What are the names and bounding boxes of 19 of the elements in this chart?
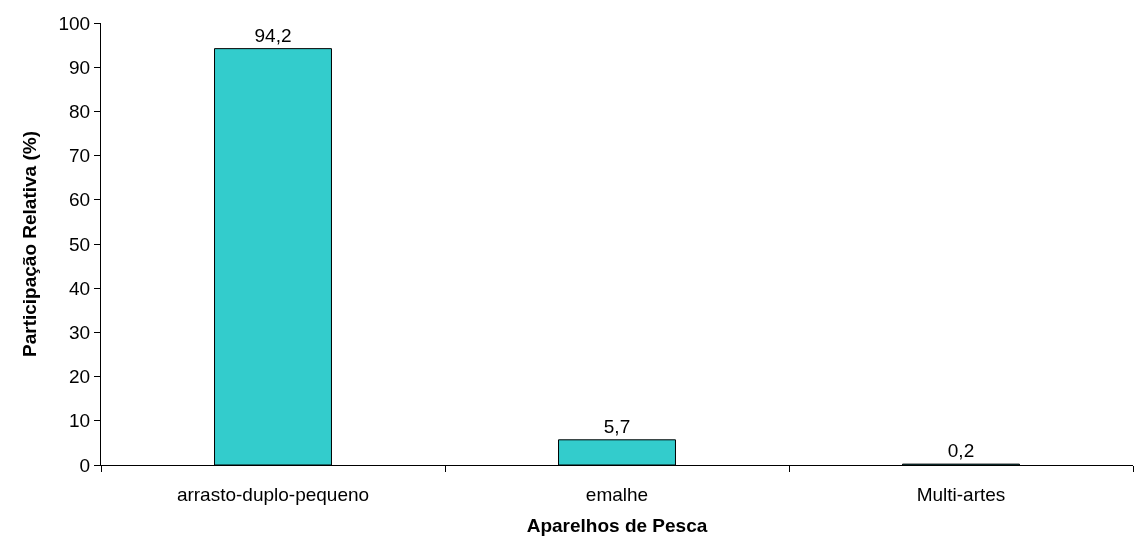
y-tick-label: 50 (69, 233, 91, 255)
data-label: 0,2 (947, 440, 975, 462)
y-tick-label: 60 (69, 189, 91, 211)
y-tick-label: 70 (69, 145, 91, 167)
y-tick-label: 90 (69, 56, 91, 78)
y-tick-label: 40 (69, 277, 91, 299)
y-tick-label: 80 (69, 101, 91, 123)
x-tick-label: Multi-artes (916, 483, 1006, 505)
y-tick-label: 20 (69, 366, 91, 388)
data-label: 5,7 (603, 415, 631, 437)
y-tick-label: 10 (69, 410, 91, 432)
y-tick-label: 30 (69, 322, 91, 344)
y-axis-title: Participação Relativa (%) (19, 131, 41, 357)
x-tick-label: emalhe (585, 483, 649, 505)
y-tick-label: 100 (58, 12, 91, 34)
y-tick-label: 0 (79, 454, 91, 476)
x-tick-label: arrasto-duplo-pequeno (176, 483, 370, 505)
x-axis-title: Aparelhos de Pesca (526, 514, 708, 536)
data-label: 94,2 (254, 24, 292, 46)
